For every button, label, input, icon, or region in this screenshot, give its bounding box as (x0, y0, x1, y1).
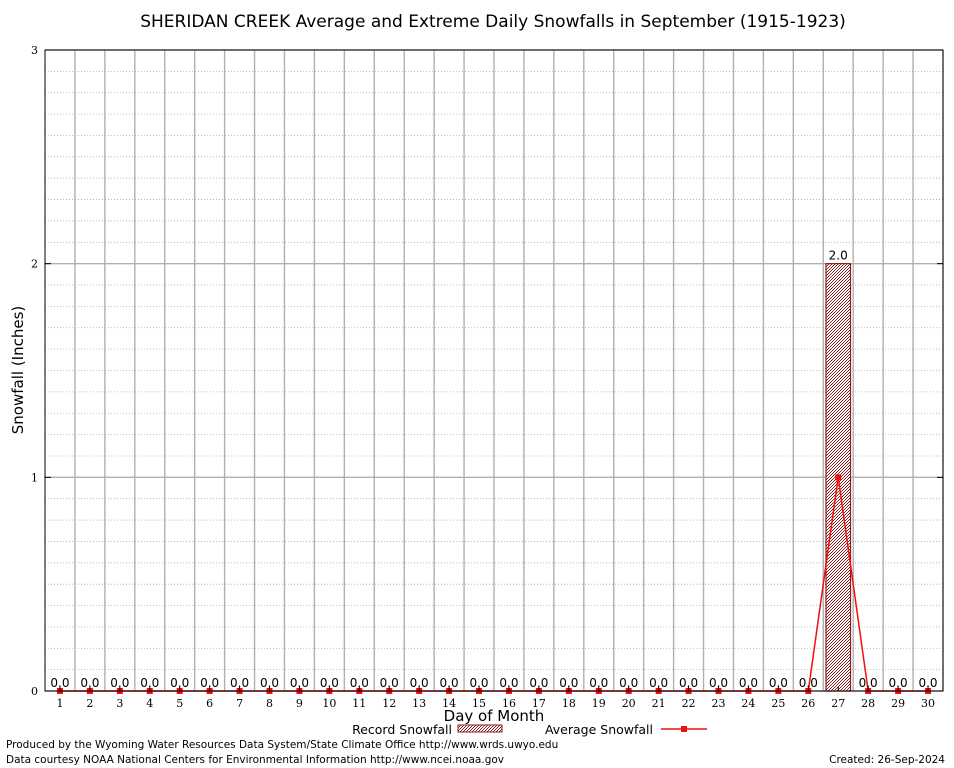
record-data-label: 0.0 (350, 676, 369, 690)
record-data-label: 0.0 (469, 676, 488, 690)
x-tick-label: 3 (116, 697, 123, 710)
record-data-label: 0.0 (320, 676, 339, 690)
record-data-label: 0.0 (529, 676, 548, 690)
footer-produced-by: Produced by the Wyoming Water Resources … (6, 739, 558, 751)
x-tick-label: 8 (266, 697, 273, 710)
chart-title: SHERIDAN CREEK Average and Extreme Daily… (140, 12, 846, 32)
y-tick-label: 2 (31, 258, 38, 271)
x-tick-label: 20 (622, 697, 636, 710)
record-data-label: 2.0 (829, 249, 848, 263)
record-data-label: 0.0 (140, 676, 159, 690)
legend-average-label: Average Snowfall (545, 722, 653, 737)
x-tick-label: 15 (472, 697, 486, 710)
record-data-label: 0.0 (679, 676, 698, 690)
record-data-label: 0.0 (589, 676, 608, 690)
record-data-label: 0.0 (380, 676, 399, 690)
x-tick-label: 27 (831, 697, 845, 710)
record-data-label: 0.0 (918, 676, 937, 690)
x-tick-label: 16 (502, 697, 516, 710)
y-tick-label: 1 (31, 471, 38, 484)
x-tick-label: 14 (442, 697, 456, 710)
record-data-label: 0.0 (170, 676, 189, 690)
record-data-label: 0.0 (769, 676, 788, 690)
legend-average-marker (681, 726, 687, 732)
record-data-label: 0.0 (230, 676, 249, 690)
plot-frame (44, 49, 944, 692)
record-data-label: 0.0 (290, 676, 309, 690)
record-data-label: 0.0 (559, 676, 578, 690)
record-data-label: 0.0 (260, 676, 279, 690)
y-tick-label: 3 (31, 44, 38, 57)
record-data-label: 0.0 (619, 676, 638, 690)
record-data-label: 0.0 (499, 676, 518, 690)
y-axis-label: Snowfall (Inches) (9, 306, 27, 434)
x-tick-label: 29 (891, 697, 905, 710)
x-tick-label: 26 (801, 697, 815, 710)
record-data-label: 0.0 (410, 676, 429, 690)
x-tick-label: 12 (382, 697, 396, 710)
record-data-label: 0.0 (200, 676, 219, 690)
average-point (835, 474, 842, 481)
x-tick-label: 4 (146, 697, 153, 710)
record-data-label: 0.0 (799, 676, 818, 690)
x-tick-label: 22 (682, 697, 696, 710)
footer-data-courtesy: Data courtesy NOAA National Centers for … (6, 754, 504, 766)
record-data-label: 0.0 (50, 676, 69, 690)
x-tick-label: 2 (86, 697, 93, 710)
record-data-label: 0.0 (709, 676, 728, 690)
legend-record-swatch (457, 724, 503, 733)
record-data-label: 0.0 (80, 676, 99, 690)
x-tick-label: 19 (592, 697, 606, 710)
record-data-label: 0.0 (889, 676, 908, 690)
x-tick-label: 10 (322, 697, 336, 710)
x-tick-label: 23 (712, 697, 726, 710)
x-tick-label: 1 (56, 697, 63, 710)
x-tick-label: 5 (176, 697, 183, 710)
footer-created: Created: 26-Sep-2024 (829, 754, 945, 766)
data-labels: 0.0 0.0 0.0 0.0 0.0 0.0 0.0 0.0 0.0 0.0 0.0 0.0 0.0 0… (50, 249, 937, 690)
record-data-label: 0.0 (110, 676, 129, 690)
x-tick-label: 17 (532, 697, 546, 710)
legend-record-label: Record Snowfall (352, 722, 452, 737)
x-tick-label: 11 (352, 697, 366, 710)
record-data-label: 0.0 (859, 676, 878, 690)
x-tick-label: 21 (652, 697, 666, 710)
y-tick-label: 0 (31, 685, 38, 698)
x-tick-label: 7 (236, 697, 243, 710)
x-tick-label: 6 (206, 697, 213, 710)
x-tick-label: 13 (412, 697, 426, 710)
record-data-label: 0.0 (440, 676, 459, 690)
grid (45, 49, 944, 692)
x-tick-label: 18 (562, 697, 576, 710)
record-data-label: 0.0 (649, 676, 668, 690)
x-tick-label: 25 (771, 697, 785, 710)
x-tick-label: 24 (741, 697, 755, 710)
x-tick-label: 9 (296, 697, 303, 710)
x-axis-label: Day of Month (444, 707, 545, 725)
record-data-label: 0.0 (739, 676, 758, 690)
x-tick-label: 28 (861, 697, 875, 710)
legend: Record Snowfall Average Snowfall (352, 722, 707, 737)
x-tick-label: 30 (921, 697, 935, 710)
